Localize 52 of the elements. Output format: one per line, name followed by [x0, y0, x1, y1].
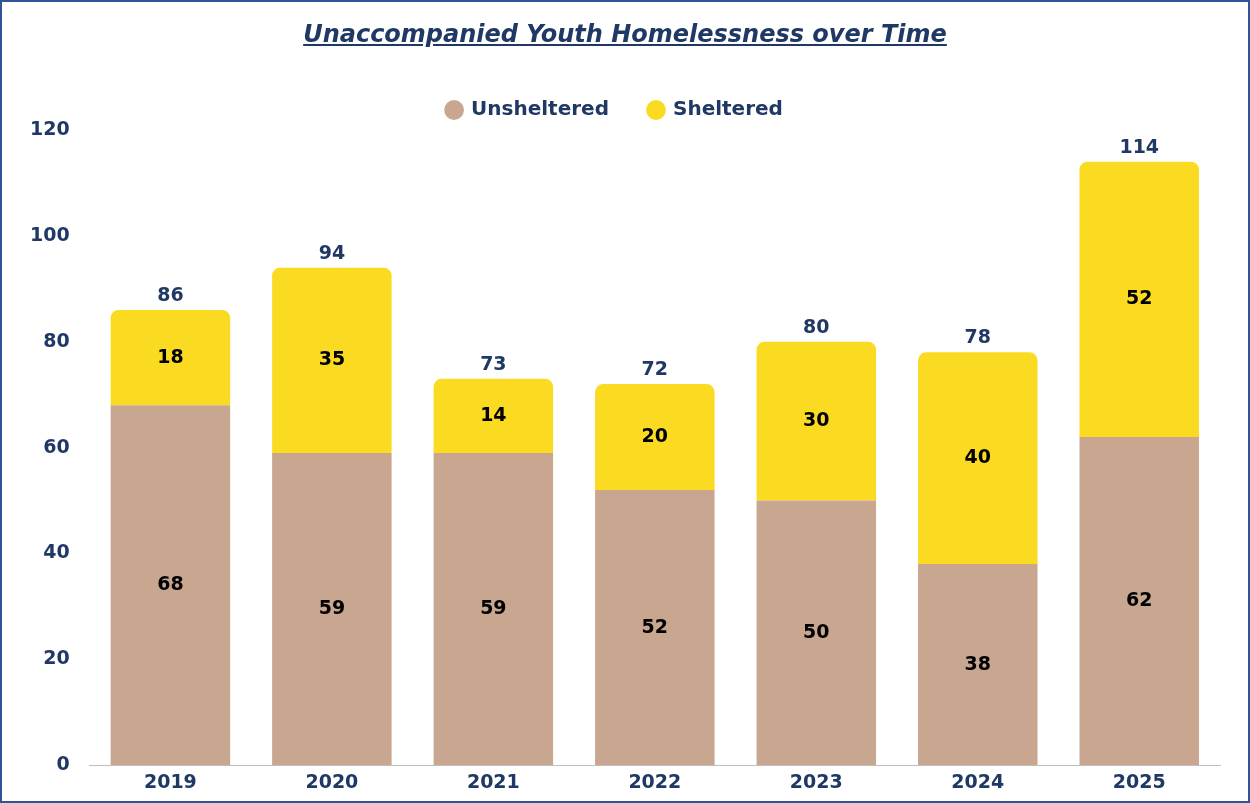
x-tick-label: 2023 [789, 769, 843, 792]
data-label: 14 [480, 402, 507, 425]
data-label: 20 [641, 423, 669, 446]
data-label: 35 [318, 347, 346, 370]
bar [433, 452, 554, 766]
data-label: 38 [964, 651, 992, 674]
total-label: 80 [803, 314, 830, 337]
bar [110, 309, 231, 406]
legend-label: Sheltered [672, 96, 783, 121]
chart-title: Unaccompanied Youth Homelessness over Time [302, 19, 948, 50]
bar [1079, 161, 1200, 438]
y-tick-label: 0 [56, 752, 70, 775]
bar [433, 378, 554, 453]
legend-label: Unsheltered [471, 96, 609, 121]
x-tick-label: 2019 [143, 769, 197, 792]
y-tick-label: 120 [29, 116, 70, 139]
y-tick-label: 80 [43, 328, 70, 351]
bar [595, 384, 715, 490]
x-tick-label: 2020 [305, 769, 359, 792]
x-tick-label: 2022 [628, 769, 682, 792]
bar [272, 452, 392, 766]
x-tick-label: 2024 [951, 769, 1005, 792]
x-tick-label: 2021 [466, 769, 520, 792]
y-tick-label: 40 [43, 540, 70, 563]
bar [1079, 437, 1200, 766]
data-label: 50 [803, 619, 830, 642]
total-label: 78 [964, 325, 992, 348]
data-label: 68 [157, 572, 184, 595]
y-tick-label: 100 [29, 222, 70, 245]
data-label: 52 [641, 614, 669, 637]
bar [756, 500, 877, 766]
data-label: 59 [318, 595, 346, 618]
bar [918, 352, 1038, 565]
data-label: 62 [1126, 588, 1153, 611]
total-label: 94 [318, 240, 346, 263]
data-label: 40 [964, 445, 992, 468]
bar [595, 489, 715, 766]
y-tick-label: 20 [43, 646, 70, 669]
bar [272, 267, 392, 453]
data-label: 59 [480, 595, 507, 618]
total-label: 86 [157, 282, 184, 305]
y-tick-label: 60 [43, 434, 70, 457]
bar [110, 405, 231, 766]
bar [918, 564, 1038, 766]
x-tick-label: 2025 [1112, 769, 1166, 792]
bar [756, 341, 877, 501]
total-label: 72 [641, 357, 669, 380]
data-label: 18 [157, 344, 184, 367]
total-label: 73 [480, 351, 507, 374]
data-label: 52 [1126, 286, 1153, 309]
total-label: 114 [1119, 134, 1160, 157]
data-label: 30 [803, 408, 830, 431]
